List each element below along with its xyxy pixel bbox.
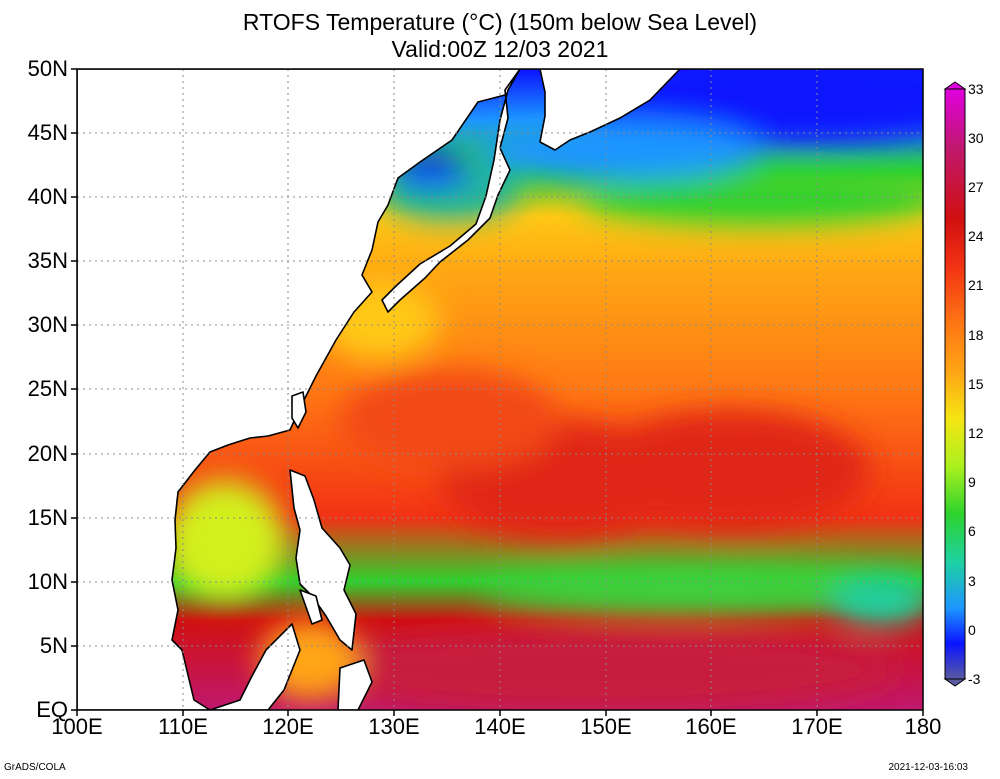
lon-label-100e: 100E — [51, 714, 103, 739]
lon-label-110e: 110E — [158, 714, 208, 739]
colorbar-label: 12 — [968, 425, 984, 441]
lat-label-50n: 50N — [27, 56, 68, 81]
lat-label-40n: 40N — [27, 184, 68, 209]
colorbar-label: -3 — [968, 671, 981, 687]
lon-label-150e: 150E — [580, 714, 632, 739]
map-title: RTOFS Temperature (°C) (150m below Sea L… — [242, 9, 758, 35]
lat-label-45n: 45N — [27, 120, 68, 145]
lon-label-160e: 160E — [685, 714, 737, 739]
colorbar-label: 18 — [968, 327, 984, 343]
lon-label-120e: 120E — [262, 714, 314, 739]
colorbar-label: 30 — [968, 130, 984, 146]
generation-timestamp: 2021-12-03-16:03 — [888, 762, 968, 773]
lat-label-20n: 20N — [27, 441, 68, 466]
lon-label-180: 180 — [904, 714, 942, 739]
lat-label-eq: EQ — [36, 697, 68, 722]
lon-label-170e: 170E — [791, 714, 843, 739]
lat-label-5n: 5N — [39, 633, 68, 658]
lat-label-10n: 10N — [27, 569, 68, 594]
land-mask — [77, 69, 681, 710]
lon-label-130e: 130E — [368, 714, 420, 739]
valid-time-subtitle: Valid:00Z 12/03 2021 — [391, 36, 609, 62]
colorbar — [943, 81, 967, 687]
colorbar-label: 9 — [968, 474, 976, 490]
lat-label-35n: 35N — [27, 248, 68, 273]
colorbar-label: 0 — [968, 622, 976, 638]
lat-label-15n: 15N — [27, 505, 68, 530]
lat-label-30n: 30N — [27, 312, 68, 337]
lat-label-25n: 25N — [27, 376, 68, 401]
colorbar-label: 21 — [968, 277, 984, 293]
software-credit: GrADS/COLA — [4, 762, 66, 773]
colorbar-label: 27 — [968, 179, 984, 195]
colorbar-label: 15 — [968, 376, 984, 392]
colorbar-label: 6 — [968, 523, 976, 539]
graticule — [77, 69, 923, 710]
colorbar-label: 3 — [968, 573, 976, 589]
map-frame — [71, 68, 924, 716]
colorbar-label: 33 — [968, 81, 984, 97]
colorbar-label: 24 — [968, 228, 984, 244]
lon-label-140e: 140E — [474, 714, 526, 739]
